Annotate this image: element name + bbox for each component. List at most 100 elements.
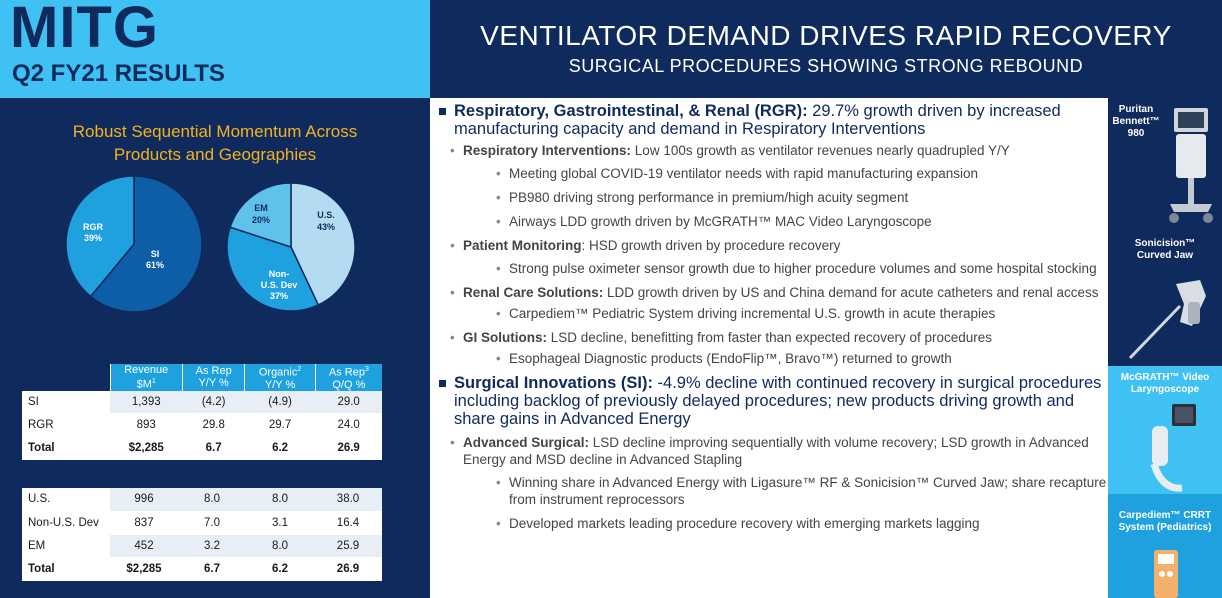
product-panel-carpediem: Carpediem™ CRRT System (Pediatrics) <box>1108 494 1222 598</box>
pie-label-nonus-2: U.S. Dev <box>261 280 298 290</box>
bullet-respiratory-interventions: Respiratory Interventions: Low 100s grow… <box>436 142 1108 159</box>
cell-asrep-qq: 38.0 <box>314 488 382 512</box>
table-total-row: Total $2,285 6.7 6.2 26.9 <box>22 556 382 581</box>
brand-title: MITG <box>10 0 159 60</box>
cell-revenue: 996 <box>110 488 178 512</box>
cell-organic-yy: 6.2 <box>244 436 316 461</box>
sub-bullet: PB980 driving strong performance in prem… <box>436 189 1108 206</box>
pie-label-us: U.S. <box>317 210 335 220</box>
header-asrep-yy: As Rep Y/Y % <box>181 364 245 391</box>
table-header-row: Revenue $M1 As Rep Y/Y % Organic2 Y/Y % As … <box>22 364 382 391</box>
row-label: Total <box>22 556 110 581</box>
pie-slice-non-u-s-dev <box>226 226 320 312</box>
pie-slice-si <box>89 175 203 313</box>
cell-asrep-yy: 6.7 <box>182 436 245 461</box>
bullet-patient-monitoring: Patient Monitoring: HSD growth driven by… <box>436 237 1108 254</box>
row-label: RGR <box>22 413 110 438</box>
bullet-advanced-surgical: Advanced Surgical: LSD decline improving… <box>436 434 1108 468</box>
pie-label-rgr-pct: 39% <box>84 233 102 243</box>
geography-pie-chart: EM 20% U.S. 43% Non- U.S. Dev 37% <box>226 182 356 312</box>
table-row: U.S. 996 8.0 8.0 38.0 <box>22 488 382 512</box>
segment-pie-chart: RGR 39% SI 61% <box>65 175 203 313</box>
left-panel-title: Robust Sequential Momentum Across Produc… <box>0 120 430 166</box>
cell-revenue: 893 <box>110 413 183 438</box>
cell-asrep-yy: 6.7 <box>178 556 246 581</box>
cell-asrep-yy: 29.8 <box>182 413 245 438</box>
sub-bullet: Airways LDD growth driven by McGRATH™ MA… <box>436 213 1108 230</box>
sub-bullet: Developed markets leading procedure reco… <box>436 515 1108 532</box>
cell-asrep-qq: 26.9 <box>315 436 382 461</box>
row-label: SI <box>22 390 110 415</box>
product-panel-puritan-bennett: Puritan Bennett™ 980 <box>1108 98 1222 232</box>
cell-organic-yy: 6.2 <box>246 556 314 581</box>
header-organic-yy: Organic2 Y/Y % <box>244 364 316 391</box>
pie-label-nonus-pct: 37% <box>270 291 288 301</box>
cell-asrep-yy: 8.0 <box>178 488 246 512</box>
sub-bullet: Carpediem™ Pediatric System driving incr… <box>436 305 1108 322</box>
pie-label-nonus-1: Non- <box>269 269 290 279</box>
table-row: Non-U.S. Dev 837 7.0 3.1 16.4 <box>22 511 382 535</box>
sub-bullet: Esophageal Diagnostic products (EndoFlip… <box>436 350 1108 367</box>
row-label: Total <box>22 436 110 461</box>
pie-label-em: EM <box>254 203 268 213</box>
cell-revenue: 837 <box>110 511 178 535</box>
laryngoscope-icon <box>1150 404 1196 492</box>
table-row: SI 1,393 (4.2) (4.9) 29.0 <box>22 390 382 415</box>
bullet-renal-care: Renal Care Solutions: LDD growth driven … <box>436 284 1108 301</box>
surgical-device-icon <box>1128 280 1206 360</box>
geography-revenue-table: U.S. 996 8.0 8.0 38.0 Non-U.S. Dev 837 7… <box>22 488 382 581</box>
row-label: U.S. <box>22 488 110 512</box>
commentary-list: Respiratory, Gastrointestinal, & Renal (… <box>436 102 1108 539</box>
bullet-gi-solutions: GI Solutions: LSD decline, benefitting f… <box>436 329 1108 346</box>
sub-bullet: Winning share in Advanced Energy with Li… <box>436 474 1108 508</box>
cell-asrep-qq: 16.4 <box>314 511 382 535</box>
header-brand-block: MITG Q2 FY21 RESULTS <box>0 0 430 98</box>
cell-asrep-yy: 3.2 <box>178 534 246 558</box>
left-title-line1: Robust Sequential Momentum Across <box>72 122 358 141</box>
header-revenue: Revenue $M1 <box>109 364 183 391</box>
cell-asrep-qq: 25.9 <box>314 534 382 558</box>
sub-bullet: Meeting global COVID-19 ventilator needs… <box>436 165 1108 182</box>
segment-revenue-table: Revenue $M1 As Rep Y/Y % Organic2 Y/Y % As … <box>22 364 382 461</box>
pie-label-rgr: RGR <box>83 222 104 232</box>
row-label: EM <box>22 534 110 558</box>
cell-asrep-yy: 7.0 <box>178 511 246 535</box>
cell-revenue: 1,393 <box>110 390 183 415</box>
cell-organic-yy: 8.0 <box>246 534 314 558</box>
pie-label-si-pct: 61% <box>146 260 164 270</box>
ventilator-icon <box>1169 108 1213 223</box>
cell-organic-yy: (4.9) <box>244 390 316 415</box>
product-panel-sonicision: Sonicision™ Curved Jaw <box>1108 232 1222 366</box>
cell-asrep-yy: (4.2) <box>182 390 245 415</box>
sub-bullet: Strong pulse oximeter sensor growth due … <box>436 260 1108 277</box>
slide-title: VENTILATOR DEMAND DRIVES RAPID RECOVERY <box>480 20 1172 51</box>
table-row: EM 452 3.2 8.0 25.9 <box>22 534 382 558</box>
bullet-rgr: Respiratory, Gastrointestinal, & Renal (… <box>436 102 1108 138</box>
cell-asrep-qq: 29.0 <box>315 390 382 415</box>
pie-slice-em <box>229 182 292 249</box>
crrt-system-icon <box>1154 550 1178 598</box>
cell-revenue: $2,285 <box>110 556 178 581</box>
left-panel: Robust Sequential Momentum Across Produc… <box>0 98 430 598</box>
header-title-block: VENTILATOR DEMAND DRIVES RAPID RECOVERY … <box>430 0 1222 98</box>
results-subtitle: Q2 FY21 RESULTS <box>12 60 225 87</box>
pie-label-si: SI <box>151 249 160 259</box>
cell-organic-yy: 8.0 <box>246 488 314 512</box>
table-row: RGR 893 29.8 29.7 24.0 <box>22 413 382 438</box>
cell-revenue: 452 <box>110 534 178 558</box>
row-label: Non-U.S. Dev <box>22 511 110 535</box>
pie-slice-rgr <box>65 175 135 298</box>
product-panel-mcgrath: McGRATH™ Video Laryngoscope <box>1108 366 1222 494</box>
table-total-row: Total $2,285 6.7 6.2 26.9 <box>22 436 382 461</box>
cell-asrep-qq: 26.9 <box>314 556 382 581</box>
cell-organic-yy: 3.1 <box>246 511 314 535</box>
cell-asrep-qq: 24.0 <box>315 413 382 438</box>
pie-label-us-pct: 43% <box>317 222 335 232</box>
slide-subtitle: SURGICAL PROCEDURES SHOWING STRONG REBOU… <box>568 56 1084 76</box>
pie-slice-u-s- <box>290 182 356 306</box>
bullet-surgical-innovations: Surgical Innovations (SI): -4.9% decline… <box>436 374 1108 428</box>
left-title-line2: Products and Geographies <box>113 145 317 164</box>
pie-label-em-pct: 20% <box>252 215 270 225</box>
cell-organic-yy: 29.7 <box>244 413 316 438</box>
header-asrep-qq: As Rep3 Q/Q % <box>314 364 382 391</box>
